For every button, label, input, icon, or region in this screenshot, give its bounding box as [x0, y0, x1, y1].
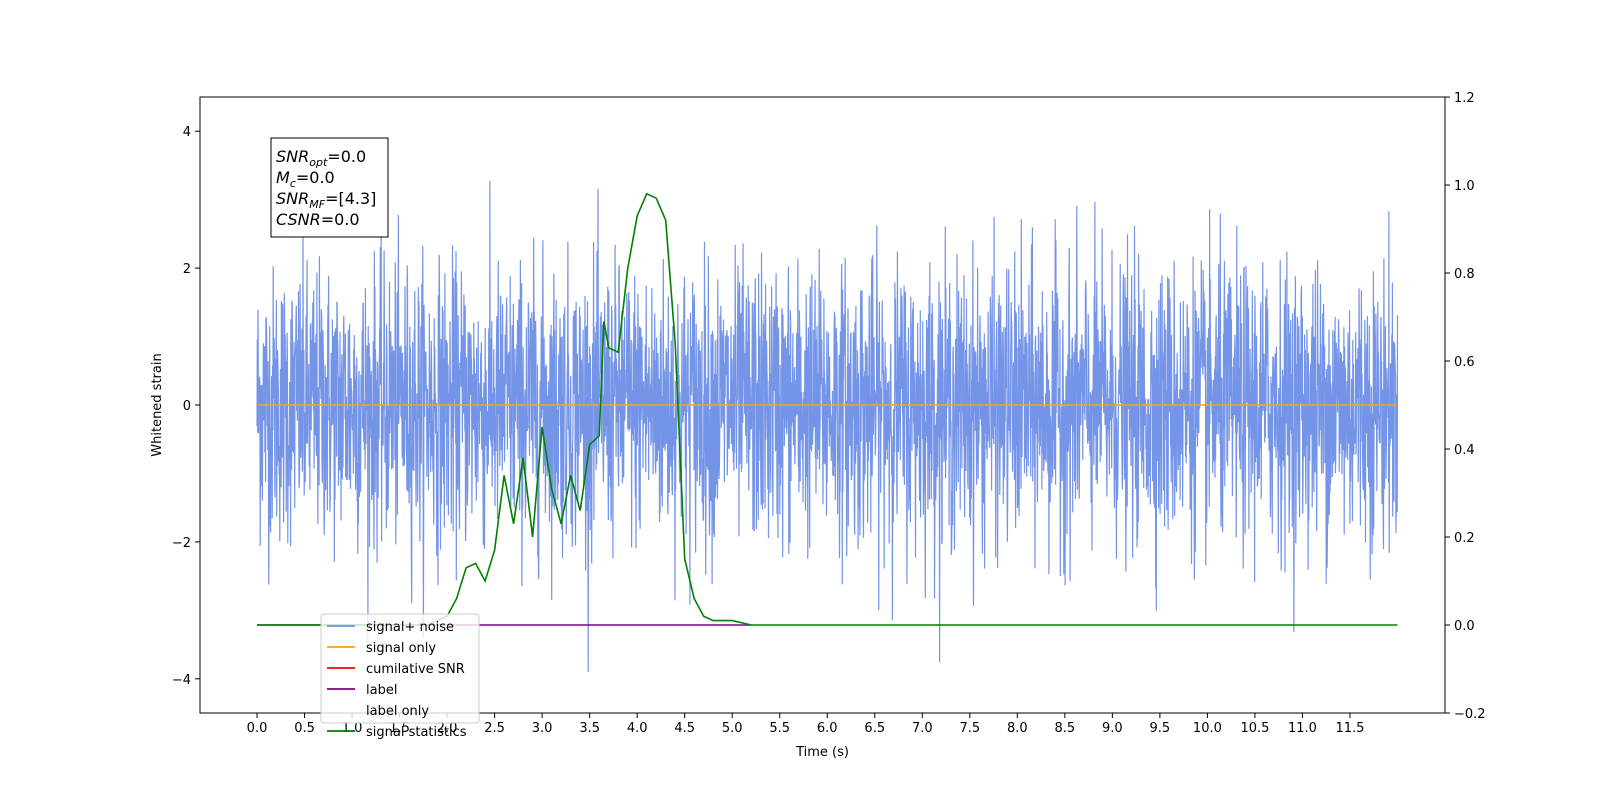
- x-tick-label: 10.5: [1240, 721, 1269, 736]
- legend-label: signal+ noise: [366, 620, 454, 635]
- x-tick-label: 9.5: [1150, 721, 1171, 736]
- x-tick-label: 3.5: [579, 721, 600, 736]
- x-tick-label: 5.5: [769, 721, 790, 736]
- legend-label: label only: [366, 704, 429, 719]
- y2-tick-label: 1.0: [1454, 179, 1475, 194]
- legend-label: cumilative SNR: [366, 662, 465, 677]
- info-line: Mc=0.0: [276, 168, 335, 190]
- x-tick-label: 7.5: [959, 721, 980, 736]
- x-tick-label: 6.0: [817, 721, 838, 736]
- y2-tick-label: 0.4: [1454, 443, 1475, 458]
- y-tick-label: −2: [172, 536, 191, 551]
- x-tick-label: 1.0: [342, 721, 363, 736]
- y-tick-label: 2: [183, 262, 191, 277]
- y-tick-label: 4: [183, 125, 191, 140]
- x-tick-label: 4.5: [674, 721, 695, 736]
- y-axis-left: 4 2 0 −2 −4: [172, 125, 200, 688]
- legend-label: label: [366, 683, 397, 698]
- x-tick-label: 2.0: [437, 721, 458, 736]
- y-axis-right: 1.2 1.0 0.8 0.6 0.4 0.2 0.0 −0.2: [1445, 91, 1486, 722]
- series-signal-statistics: [257, 192, 1398, 626]
- y-tick-label: 0: [183, 399, 191, 414]
- y2-tick-label: 0.0: [1454, 619, 1475, 634]
- y2-tick-label: 0.8: [1454, 267, 1475, 282]
- info-line: SNRMF=[4.3]: [276, 189, 376, 211]
- info-line: CSNR=0.0: [276, 210, 360, 229]
- y-tick-label: −4: [172, 673, 191, 688]
- legend-label: signal only: [366, 641, 436, 656]
- x-tick-label: 11.5: [1335, 721, 1364, 736]
- legend-frame: [320, 613, 480, 724]
- series-signal-noise: [256, 180, 1399, 672]
- x-tick-label: 7.0: [912, 721, 933, 736]
- x-tick-label: 8.0: [1007, 721, 1028, 736]
- legend-label: signal statistics: [366, 725, 467, 740]
- x-tick-label: 10.0: [1193, 721, 1222, 736]
- x-axis-label: Time (s): [795, 745, 849, 760]
- plot-area: [256, 180, 1399, 672]
- x-tick-label: 6.5: [864, 721, 885, 736]
- x-axis: 0.0 0.5 1.0 1.5 2.0 2.5 3.0 3.5 4.0 4.5 5.0 5.5 6.0 6…: [247, 713, 1364, 736]
- x-tick-label: 1.5: [389, 721, 410, 736]
- y2-tick-label: 0.2: [1454, 531, 1475, 546]
- info-line: SNRopt=0.0: [276, 147, 366, 169]
- y2-tick-label: 0.6: [1454, 355, 1475, 370]
- x-tick-label: 3.0: [532, 721, 553, 736]
- y2-tick-label: 1.2: [1454, 91, 1475, 106]
- y2-tick-label: −0.2: [1454, 707, 1486, 722]
- x-tick-label: 0.0: [247, 721, 268, 736]
- x-tick-label: 9.0: [1102, 721, 1123, 736]
- x-tick-label: 2.5: [484, 721, 505, 736]
- x-tick-label: 11.0: [1288, 721, 1317, 736]
- legend: signal+ noise signal only cumilative SNR la…: [320, 613, 480, 740]
- x-tick-label: 0.5: [294, 721, 315, 736]
- x-tick-label: 4.0: [627, 721, 648, 736]
- x-tick-label: 8.5: [1055, 721, 1076, 736]
- info-box-frame: [270, 137, 389, 238]
- x-tick-label: 5.0: [722, 721, 743, 736]
- y-axis-label: Whitened strain: [150, 353, 165, 456]
